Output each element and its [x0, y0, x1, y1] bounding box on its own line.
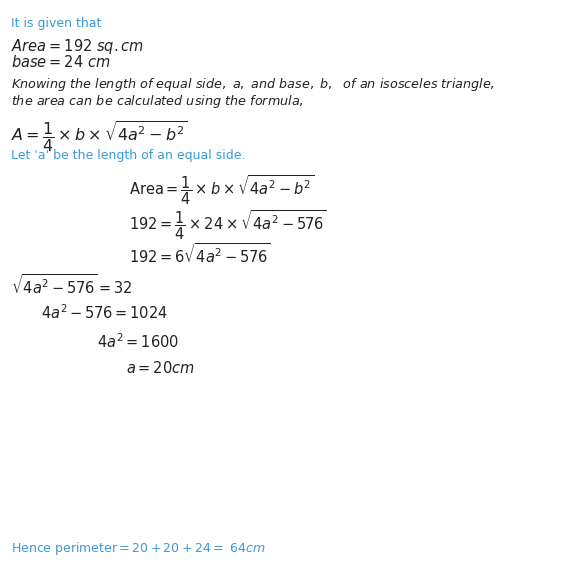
Text: $\it{Knowing\ the\ length\ of\ equal\ side,\ a,\ and\ base,\ b,\ \ of\ an\ isosc: $\it{Knowing\ the\ length\ of\ equal\ si… [11, 76, 495, 93]
Text: $4a^2 - 576 = 1024$: $4a^2 - 576 = 1024$ [41, 304, 168, 323]
Text: $192 = \dfrac{1}{4} \times 24 \times \sqrt{4a^2 - 576}$: $192 = \dfrac{1}{4} \times 24 \times \sq… [129, 208, 327, 242]
Text: It is given that: It is given that [11, 17, 101, 30]
Text: Let 'a' be the length of an equal side.: Let 'a' be the length of an equal side. [11, 149, 245, 162]
Text: $\it{the\ area\ can\ be\ calculated\ using\ the\ formula,}$: $\it{the\ area\ can\ be\ calculated\ usi… [11, 93, 303, 110]
Text: $\mathrm{Area} = \dfrac{1}{4} \times b \times \sqrt{4a^2 - b^2}$: $\mathrm{Area} = \dfrac{1}{4} \times b \… [129, 174, 315, 207]
Text: $A = \dfrac{1}{4} \times b \times \sqrt{4a^2 - b^2}$: $A = \dfrac{1}{4} \times b \times \sqrt{… [11, 120, 188, 154]
Text: Hence perimeter$= 20 + 20 + 24 =\ 64\mathit{cm}$: Hence perimeter$= 20 + 20 + 24 =\ 64\mat… [11, 540, 265, 557]
Text: $a = 20\mathit{cm}$: $a = 20\mathit{cm}$ [126, 360, 195, 376]
Text: $4a^2 = 1600$: $4a^2 = 1600$ [97, 332, 179, 351]
Text: $\mathit{Area} = 192\ \mathit{sq.cm}$: $\mathit{Area} = 192\ \mathit{sq.cm}$ [11, 37, 143, 56]
Text: $\mathit{base} = 24\ \mathit{cm}$: $\mathit{base} = 24\ \mathit{cm}$ [11, 54, 110, 70]
Text: $192 = 6\sqrt{4a^2 - 576}$: $192 = 6\sqrt{4a^2 - 576}$ [129, 242, 271, 266]
Text: $\sqrt{4a^2 - 576} = 32$: $\sqrt{4a^2 - 576} = 32$ [11, 273, 132, 297]
